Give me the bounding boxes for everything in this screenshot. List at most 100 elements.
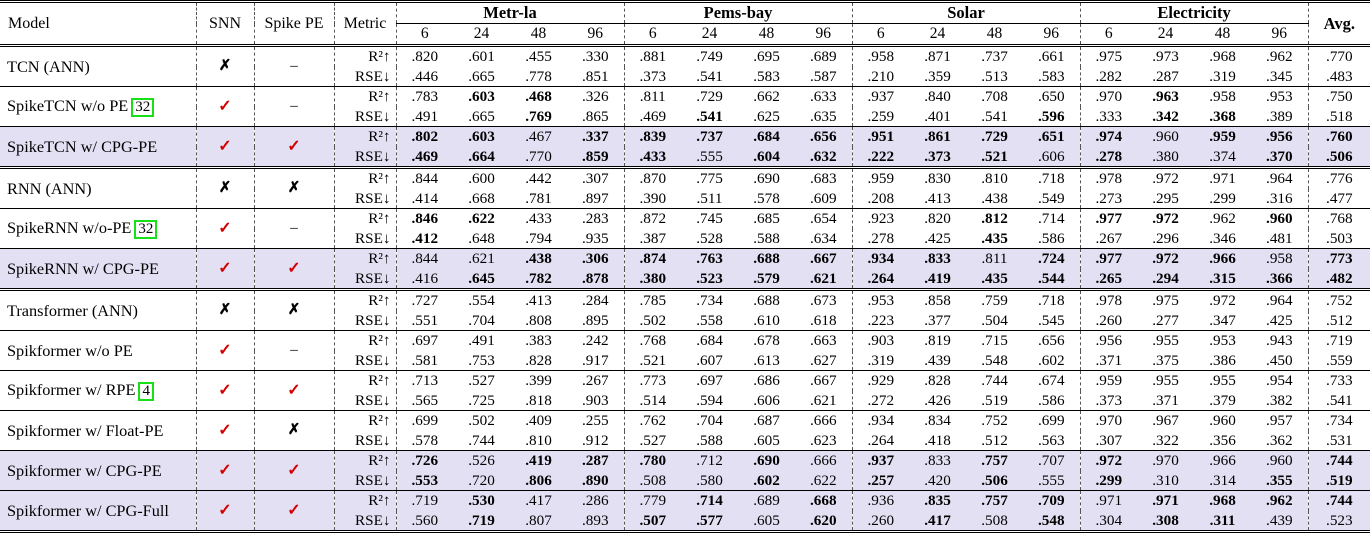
model-name: RNN (ANN)	[7, 179, 92, 198]
value-cell: .668	[468, 189, 495, 207]
value-cell: .878	[567, 268, 625, 290]
value-cell: .903	[852, 330, 909, 351]
value-cell: .565	[411, 391, 439, 409]
value-cell: .749	[681, 44, 738, 67]
value-cell: .727	[396, 288, 453, 311]
value-cell: .812	[966, 208, 1023, 229]
value-cell: .851	[567, 66, 625, 87]
group-header-metr-la: Metr-la	[396, 1, 625, 24]
value-cell: .548	[981, 351, 1008, 369]
value-cell: .667	[795, 370, 853, 391]
value-cell: .960	[1251, 208, 1309, 229]
value-cell: .413	[924, 189, 951, 207]
spike-pe-mark: ✓	[254, 370, 335, 411]
value-cell: .762	[624, 410, 681, 431]
group-header-pems-bay: Pems-bay	[624, 1, 853, 24]
group-header-solar: Solar	[852, 1, 1081, 24]
table-row: SpikeTCN w/o PE 32 ✓ – R²↑ .783.603.468.326.8…	[0, 86, 1370, 127]
model-name: Transformer (ANN)	[7, 301, 138, 320]
value-cell: .962	[1251, 44, 1309, 67]
value-cell: .668	[795, 490, 853, 511]
snn-mark: ✓	[196, 126, 255, 168]
value-cell: .594	[696, 391, 723, 409]
value-cell: .467	[510, 126, 567, 147]
value-cell: .610	[753, 311, 780, 329]
cross-icon: ✗	[218, 58, 232, 74]
value-cell: .541	[696, 67, 723, 85]
metric-label: R²↑	[334, 86, 397, 107]
value-cell: .870	[624, 166, 681, 189]
value-cell: .502	[639, 311, 667, 329]
value-cell: .287	[567, 450, 625, 471]
model-label: SpikeTCN w/ CPG-PE	[0, 126, 197, 168]
value-cell: .588	[696, 431, 723, 449]
value-cell: .380	[624, 268, 681, 290]
value-cell: .508	[624, 470, 681, 491]
model-label: SpikeTCN w/o PE 32	[0, 86, 197, 127]
value-cell: .712	[681, 450, 738, 471]
table-row: RSE↓ .416.645.782.878.380.523.579.621.264…	[0, 268, 1370, 290]
value-cell: .438	[981, 189, 1008, 207]
horizon-header: 6	[876, 25, 885, 42]
value-cell: .607	[696, 351, 723, 369]
value-cell: .964	[1251, 288, 1309, 311]
spike-pe-mark: ✗	[254, 166, 335, 209]
value-cell: .744	[1308, 490, 1370, 511]
value-cell: .579	[738, 268, 795, 290]
metric-label: RSE↓	[334, 146, 397, 168]
value-cell: .386	[1209, 351, 1236, 369]
value-cell: .267	[567, 370, 625, 391]
value-cell: .895	[567, 310, 625, 331]
value-cell: .872	[624, 208, 681, 229]
metric-label: R²↑	[334, 208, 397, 229]
value-cell: .684	[738, 126, 795, 147]
value-cell: .769	[525, 107, 552, 125]
value-cell: .859	[567, 146, 625, 168]
value-cell: .528	[696, 229, 723, 247]
value-cell: .277	[1152, 311, 1179, 329]
value-cell: .399	[510, 370, 567, 391]
value-cell: .555	[681, 146, 738, 168]
value-cell: .776	[1308, 166, 1370, 189]
table-row: RSE↓ .412 .648 .794 .935 .387 .528 .588 .634 .278…	[0, 228, 1370, 249]
value-cell: .373	[1095, 391, 1123, 409]
value-cell: .521	[639, 351, 667, 369]
model-name: TCN (ANN)	[7, 57, 90, 76]
value-cell: .684	[681, 330, 738, 351]
value-cell: .685	[738, 208, 795, 229]
value-cell: .844	[396, 248, 453, 269]
model-label: Spikformer w/ CPG-PE	[0, 450, 197, 491]
group-header-electricity: Electricity	[1080, 1, 1309, 24]
value-cell: .581	[411, 351, 439, 369]
cross-icon: ✗	[218, 302, 232, 318]
value-cell: .586	[1023, 390, 1081, 411]
metric-label: RSE↓	[334, 470, 397, 491]
value-cell: .745	[681, 208, 738, 229]
value-cell: .966	[1194, 248, 1252, 269]
value-cell: .977	[1080, 248, 1138, 269]
value-cell: .531	[1326, 431, 1353, 449]
value-cell: .264	[867, 431, 895, 449]
value-cell: .282	[1095, 67, 1123, 85]
metric-label: R²↑	[334, 490, 397, 511]
model-name: Spikformer w/ RPE	[7, 380, 136, 399]
citation-box: 4	[138, 382, 154, 401]
horizon-header: 6	[648, 25, 657, 42]
value-cell: .633	[795, 86, 853, 107]
value-cell: .953	[1194, 330, 1252, 351]
value-cell: .507	[624, 510, 681, 532]
value-cell: .770	[510, 146, 567, 168]
value-cell: .807	[510, 510, 567, 532]
metric-label: RSE↓	[334, 430, 397, 451]
check-icon: ✓	[218, 461, 232, 479]
value-cell: .526	[453, 450, 510, 471]
table-row: Spikformer w/o PE ✓ – R²↑ .697.491.383.242.7…	[0, 330, 1370, 371]
value-cell: .319	[1209, 67, 1236, 85]
metric-label: R²↑	[334, 166, 397, 189]
value-cell: .802	[396, 126, 453, 147]
value-cell: .785	[624, 288, 681, 311]
value-cell: .778	[525, 67, 552, 85]
value-cell: .558	[696, 311, 723, 329]
value-cell: .690	[738, 450, 795, 471]
value-cell: .551	[411, 311, 439, 329]
